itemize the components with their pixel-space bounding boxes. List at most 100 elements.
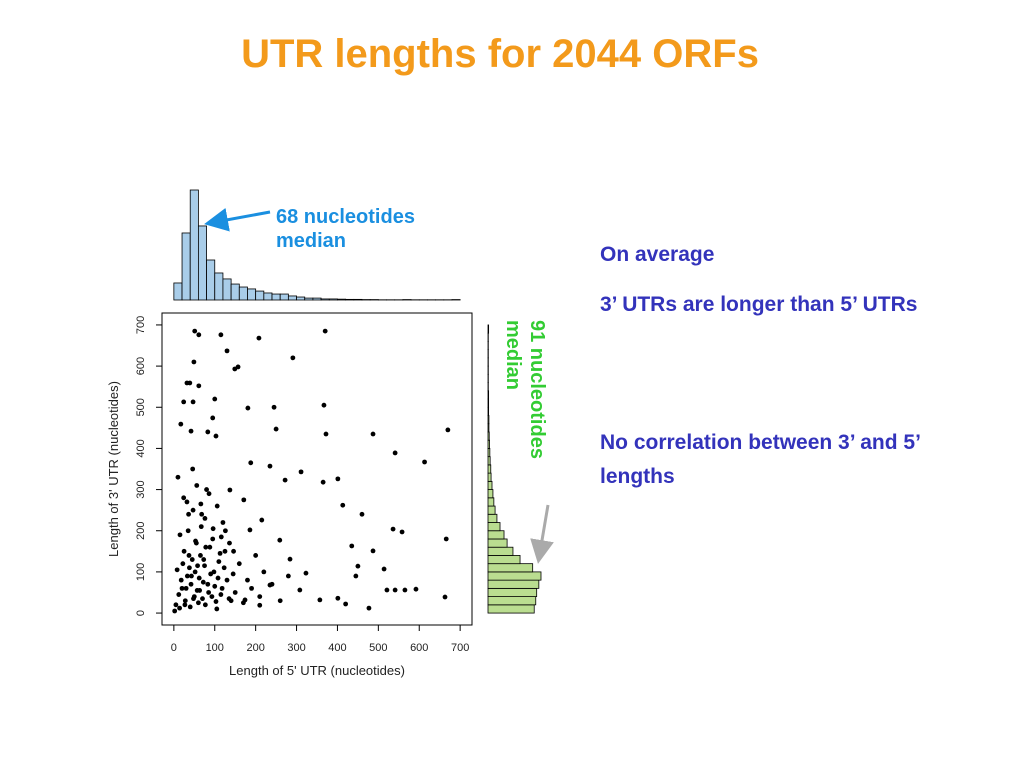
histogram-bar xyxy=(263,292,273,301)
point xyxy=(384,587,390,593)
x-tick-label: 200 xyxy=(246,642,264,654)
point xyxy=(221,565,227,571)
point xyxy=(256,335,262,341)
x-tick-label: 700 xyxy=(451,642,469,654)
histogram-bar xyxy=(487,439,490,449)
x-tick-label: 600 xyxy=(410,642,428,654)
histogram-bar xyxy=(487,522,501,532)
point xyxy=(188,581,194,587)
point xyxy=(179,585,185,591)
point xyxy=(230,571,236,577)
histogram-bar xyxy=(487,423,490,433)
point xyxy=(267,463,273,469)
point xyxy=(285,573,291,579)
point xyxy=(202,602,208,608)
point xyxy=(214,606,220,612)
point xyxy=(176,592,182,597)
point xyxy=(277,598,283,604)
point xyxy=(222,548,228,554)
y-tick-label: 0 xyxy=(135,610,147,616)
point xyxy=(210,415,216,421)
point xyxy=(317,597,323,603)
point xyxy=(193,538,198,544)
point xyxy=(290,355,296,361)
point xyxy=(219,585,225,591)
point xyxy=(202,563,207,569)
point xyxy=(206,590,212,595)
point xyxy=(303,570,309,576)
point xyxy=(187,565,192,571)
point xyxy=(178,577,184,583)
point xyxy=(245,405,251,411)
point xyxy=(359,511,365,517)
arrow xyxy=(204,207,271,232)
histogram-bar xyxy=(487,398,490,408)
point xyxy=(201,557,207,562)
point xyxy=(349,543,355,549)
point xyxy=(177,532,183,538)
point xyxy=(340,502,346,508)
point xyxy=(442,594,448,600)
point xyxy=(257,602,263,608)
histogram-bar xyxy=(487,390,490,400)
point xyxy=(197,588,203,593)
point xyxy=(210,536,216,542)
point xyxy=(392,587,398,593)
point xyxy=(259,517,265,523)
point xyxy=(323,431,329,437)
note: On average xyxy=(600,243,715,266)
point xyxy=(220,520,226,525)
point xyxy=(218,332,224,338)
point xyxy=(198,501,204,507)
y-tick-label: 400 xyxy=(135,439,147,457)
y-tick-label: 300 xyxy=(135,480,147,498)
point xyxy=(203,544,209,550)
point xyxy=(186,511,191,517)
histogram-bar xyxy=(279,293,289,301)
histogram-bar xyxy=(487,596,537,606)
point xyxy=(282,477,288,483)
point xyxy=(206,491,212,497)
histogram-bar xyxy=(320,298,330,301)
point xyxy=(198,524,204,530)
histogram-bar xyxy=(230,283,240,301)
point xyxy=(366,605,372,611)
histogram-bar xyxy=(487,513,498,523)
point xyxy=(178,421,184,427)
point xyxy=(216,559,222,565)
histogram-bar xyxy=(197,225,207,301)
x-axis-label: Length of 5' UTR (nucleotides) xyxy=(229,663,405,678)
point xyxy=(172,608,178,614)
point xyxy=(353,573,359,579)
point xyxy=(192,569,198,575)
point xyxy=(212,583,218,589)
histogram-bar xyxy=(487,555,521,565)
y-tick-label: 600 xyxy=(135,357,147,375)
histogram-bar xyxy=(487,587,538,597)
point xyxy=(257,594,263,599)
point xyxy=(321,402,327,408)
histogram-bar xyxy=(487,415,490,425)
histogram-bar xyxy=(487,530,505,540)
point xyxy=(211,569,217,575)
point xyxy=(202,515,208,521)
point xyxy=(184,573,190,579)
point xyxy=(322,328,328,334)
point xyxy=(249,585,254,591)
histogram-bar xyxy=(304,297,314,301)
histogram-bar xyxy=(487,571,542,581)
point xyxy=(231,548,236,554)
point xyxy=(188,428,194,434)
histogram-bar xyxy=(487,472,492,482)
histogram-bar xyxy=(487,505,496,515)
point xyxy=(224,348,230,354)
plot-frame xyxy=(161,312,473,626)
point xyxy=(445,427,451,433)
point xyxy=(175,474,181,480)
point xyxy=(207,544,213,550)
histogram-bar xyxy=(487,563,534,573)
point xyxy=(187,380,193,386)
histogram-bar xyxy=(173,282,183,301)
point xyxy=(190,399,196,405)
histogram-bar xyxy=(487,406,490,416)
